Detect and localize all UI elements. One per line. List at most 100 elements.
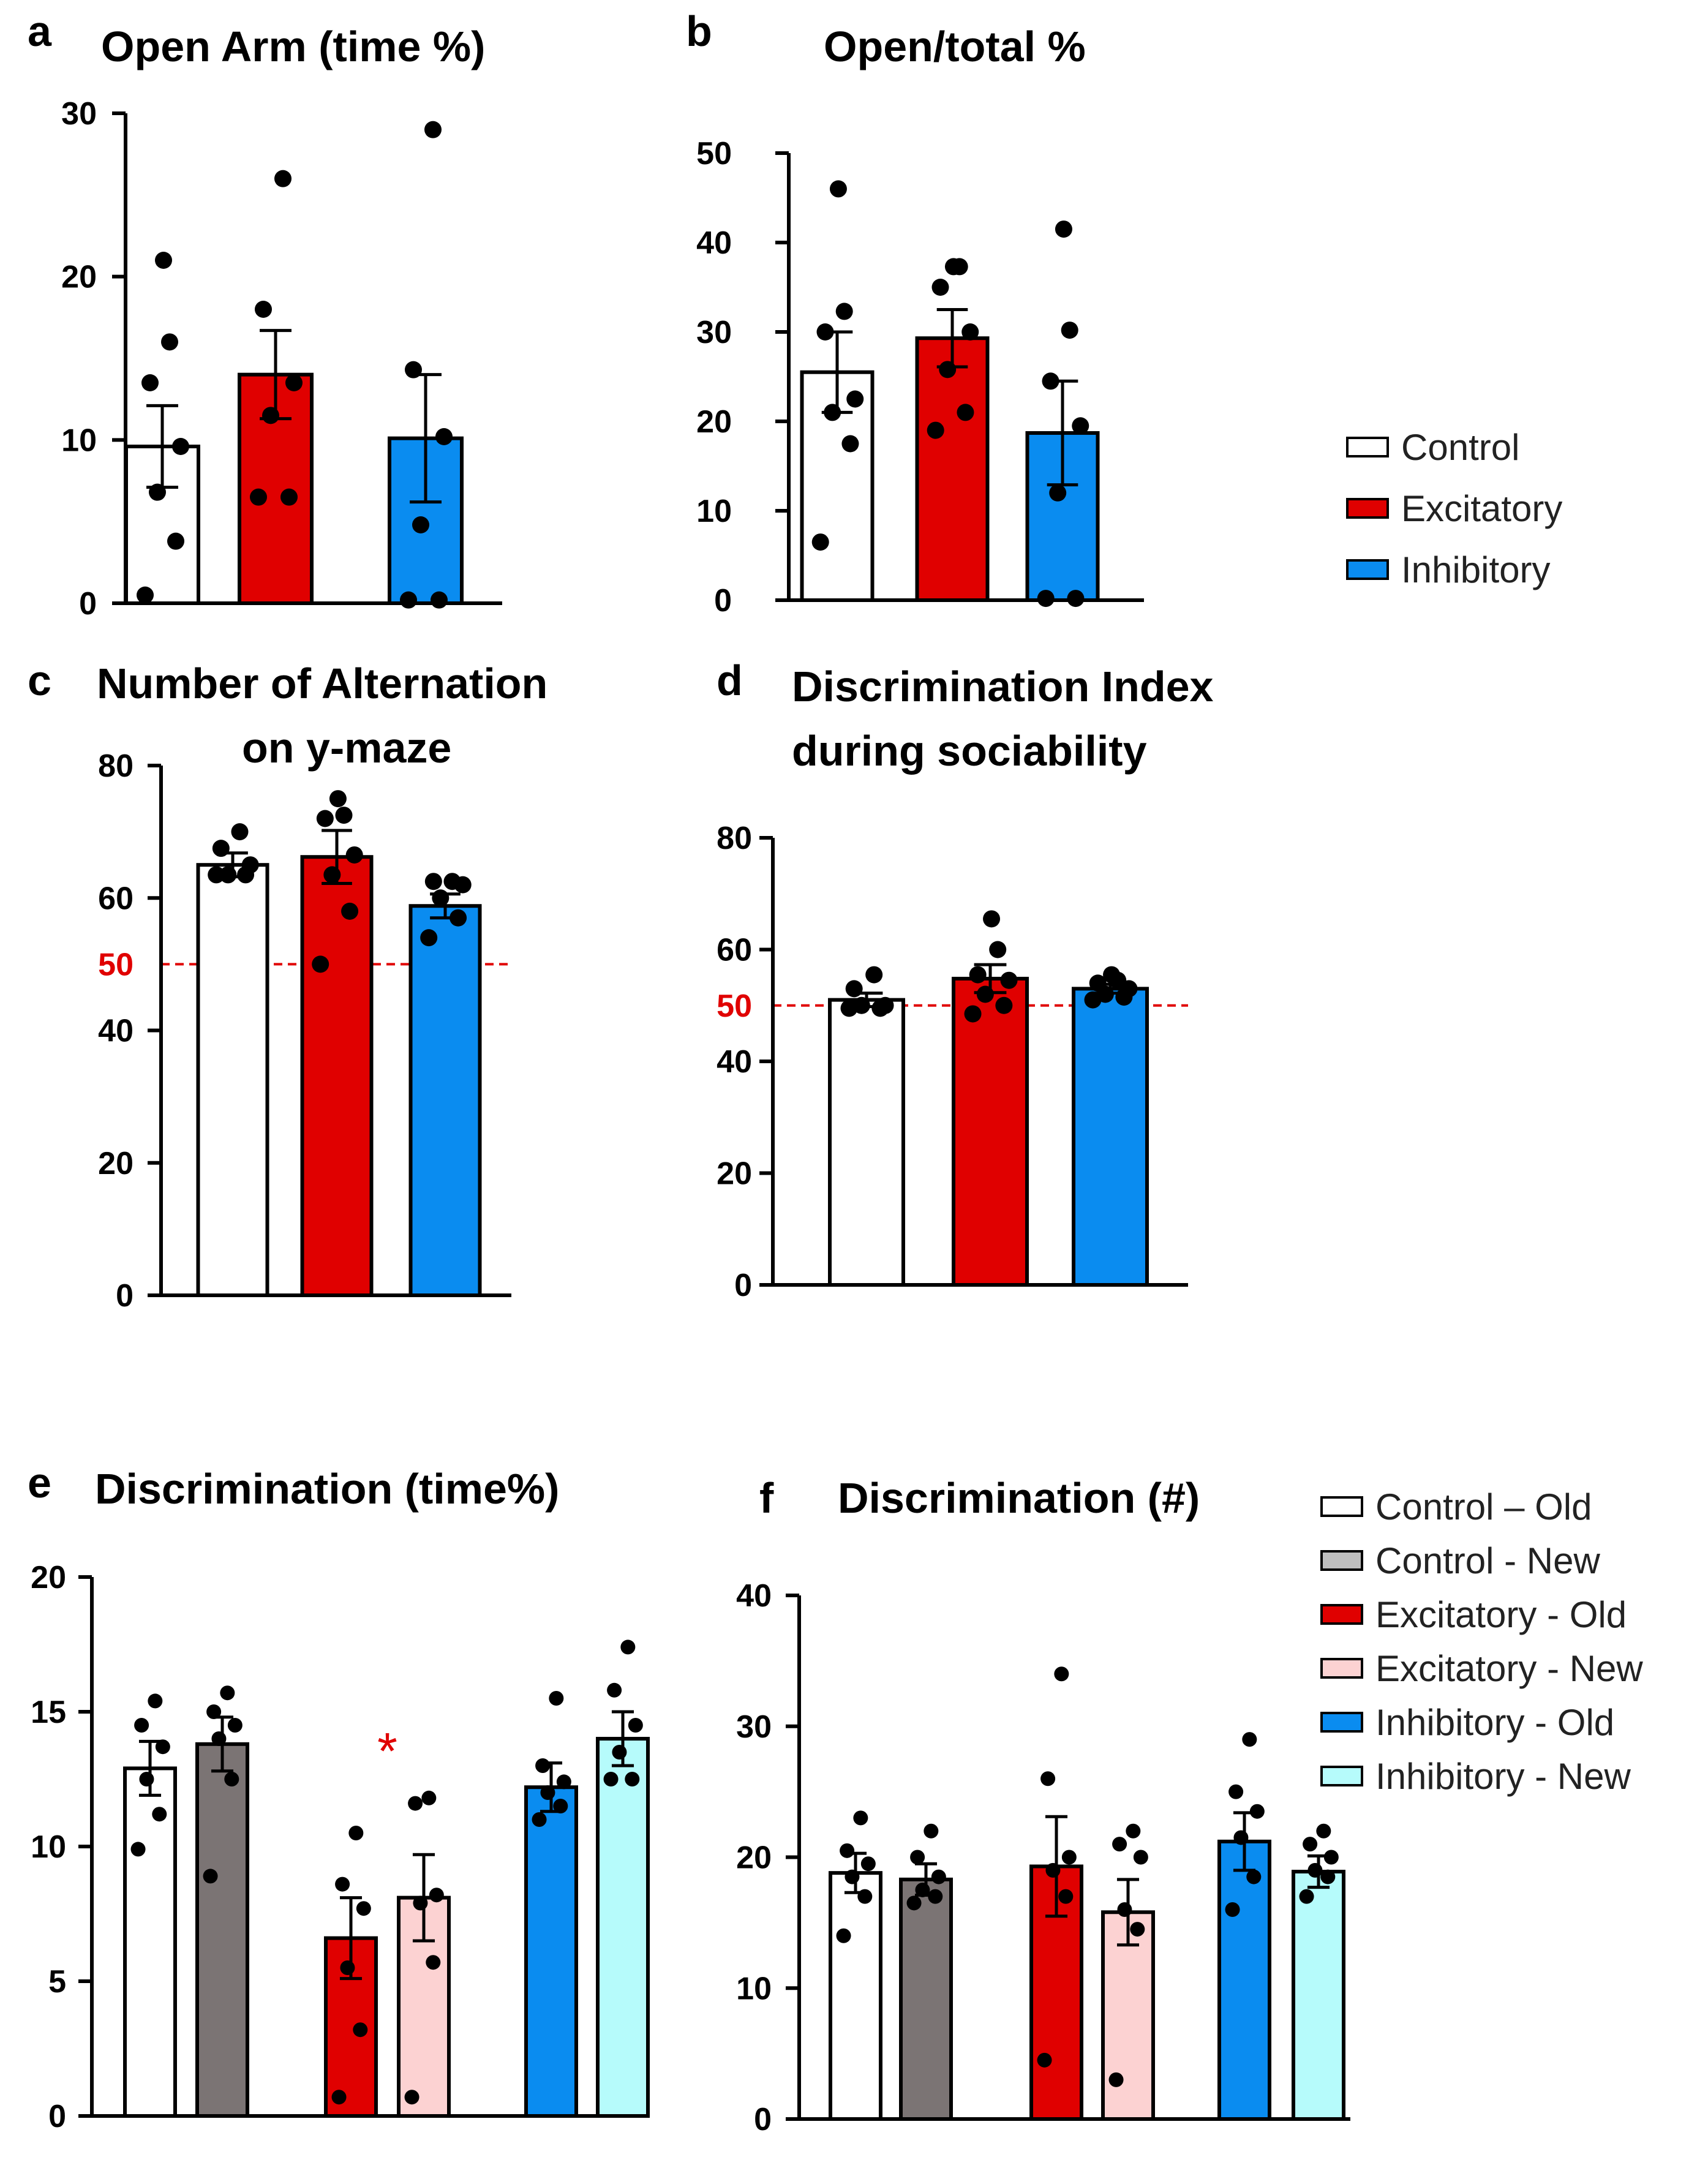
legend-top-label-1: Control	[1401, 427, 1519, 468]
bar-f-2	[899, 1877, 953, 2121]
bar-b-2	[915, 336, 990, 602]
data-point-f-1-6	[853, 1810, 868, 1826]
data-point-e-5-5	[535, 1758, 551, 1773]
data-point-e-3-2	[353, 2022, 368, 2038]
y-tick-label-d-80: 80	[717, 821, 752, 856]
data-point-a-2-1	[250, 488, 267, 506]
data-point-e-5-6	[549, 1691, 564, 1706]
data-point-e-3-4	[356, 1901, 371, 1916]
data-point-f-5-4	[1249, 1804, 1265, 1819]
data-point-c-2-4	[345, 846, 363, 864]
data-point-e-4-5	[408, 1796, 423, 1811]
data-point-f-6-5	[1303, 1837, 1318, 1852]
data-point-a-3-6	[424, 121, 442, 138]
data-point-e-3-6	[348, 1826, 364, 1840]
data-point-e-5-4	[556, 1774, 571, 1790]
data-point-f-5-2	[1246, 1869, 1262, 1884]
data-point-d-1-5	[845, 980, 863, 998]
legend-bottom-swatch-4	[1320, 1658, 1363, 1679]
bar-e-1	[123, 1766, 177, 2118]
data-point-f-3-5	[1040, 1771, 1056, 1786]
data-point-f-2-3	[915, 1882, 930, 1897]
data-point-f-4-5	[1112, 1837, 1127, 1852]
panel-letter-f: f	[759, 1474, 774, 1522]
data-point-d-2-4	[1000, 971, 1018, 989]
data-point-c-1-3	[219, 866, 237, 884]
data-point-a-1-6	[161, 333, 178, 351]
data-point-c-1-1	[208, 866, 225, 884]
data-point-a-2-3	[262, 407, 279, 424]
bar-d-2	[952, 976, 1029, 1287]
data-point-f-4-6	[1126, 1823, 1141, 1839]
y-tick-label-f-10: 10	[736, 1971, 772, 2006]
bar-f-5	[1217, 1839, 1271, 2121]
data-point-c-3-1	[420, 929, 438, 947]
panel-letter-e: e	[28, 1459, 51, 1507]
data-point-d-3-5	[1089, 974, 1107, 992]
chart-panel-a: a Open Arm (time %) 0 10 20 30	[28, 7, 502, 622]
reference-label-d: 50	[717, 988, 752, 1024]
data-point-e-5-3	[540, 1785, 555, 1800]
data-point-f-3-1	[1037, 2052, 1052, 2068]
y-tick-label-a-10: 10	[61, 423, 97, 458]
data-point-b-1-6	[835, 303, 853, 320]
y-tick-label-c-60: 60	[98, 881, 134, 916]
data-point-e-4-6	[421, 1790, 437, 1805]
y-tick-label-f-40: 40	[736, 1578, 772, 1614]
data-point-c-3-6	[443, 873, 461, 890]
data-point-d-2-5	[969, 966, 987, 984]
y-tick-label-f-0: 0	[754, 2102, 772, 2137]
data-point-e-4-2	[426, 1955, 441, 1970]
data-point-a-1-5	[141, 374, 159, 391]
data-point-f-6-2	[1320, 1869, 1336, 1884]
data-point-e-1-4	[155, 1739, 170, 1755]
panel-letter-b: b	[686, 7, 712, 55]
y-tick-label-e-15: 15	[31, 1695, 66, 1730]
chart-title-c-line-2: on y-maze	[242, 724, 451, 772]
chart-title-b-line-1: Open/total %	[824, 23, 1086, 70]
data-point-e-3-3	[340, 1960, 355, 1975]
data-point-a-3-5	[405, 361, 422, 378]
legend-bottom-label-3: Excitatory - Old	[1375, 1594, 1627, 1635]
data-point-f-2-5	[910, 1850, 925, 1865]
chart-panel-f: f Discrimination (#) 0 10 20 30 40	[736, 1474, 1350, 2137]
data-point-b-2-3	[939, 361, 957, 378]
data-point-c-2-5	[316, 810, 334, 827]
data-point-e-6-2	[625, 1772, 640, 1786]
data-point-a-2-5	[255, 301, 272, 318]
data-point-e-1-1	[130, 1842, 146, 1857]
y-tick-label-c-0: 0	[116, 1278, 134, 1314]
chart-title-a-line-1: Open Arm (time %)	[101, 23, 485, 70]
data-point-b-1-5	[816, 323, 834, 341]
data-point-c-2-2	[341, 902, 359, 920]
y-tick-label-a-20: 20	[61, 260, 97, 295]
y-tick-label-f-30: 30	[736, 1709, 772, 1745]
legend-bottom-swatch-1	[1320, 1496, 1363, 1517]
legend-top-swatch-2	[1346, 498, 1389, 519]
y-tick-label-e-10: 10	[31, 1829, 66, 1865]
y-tick-label-d-0: 0	[734, 1268, 752, 1303]
data-point-f-4-3	[1117, 1902, 1132, 1917]
data-point-d-1-6	[865, 966, 883, 984]
data-point-a-1-1	[137, 586, 154, 604]
chart-panel-b: b Open/total % 0 10 20 30 40 50	[686, 7, 1144, 619]
data-point-f-5-1	[1225, 1902, 1240, 1917]
y-tick-label-d-20: 20	[717, 1156, 752, 1192]
data-point-f-5-6	[1242, 1732, 1257, 1747]
data-point-e-1-2	[152, 1807, 167, 1822]
data-point-e-2-4	[227, 1718, 243, 1733]
y-tick-label-a-0: 0	[79, 586, 97, 622]
data-point-c-3-2	[450, 909, 467, 927]
y-tick-label-b-0: 0	[714, 583, 732, 619]
data-point-f-2-6	[924, 1823, 939, 1839]
data-point-b-2-5	[931, 279, 949, 296]
data-point-a-2-4	[285, 374, 303, 391]
data-point-f-1-5	[840, 1843, 855, 1858]
data-point-f-1-3	[845, 1869, 860, 1884]
charts-group: a Open Arm (time %) 0 10 20 30 b Open/total % 0 1…	[28, 7, 1350, 2137]
legend-bottom-swatch-2	[1320, 1550, 1363, 1571]
data-point-c-2-1	[312, 955, 329, 973]
data-point-e-4-4	[429, 1888, 444, 1903]
data-point-b-1-7	[829, 180, 847, 198]
y-tick-label-b-30: 30	[696, 315, 732, 350]
